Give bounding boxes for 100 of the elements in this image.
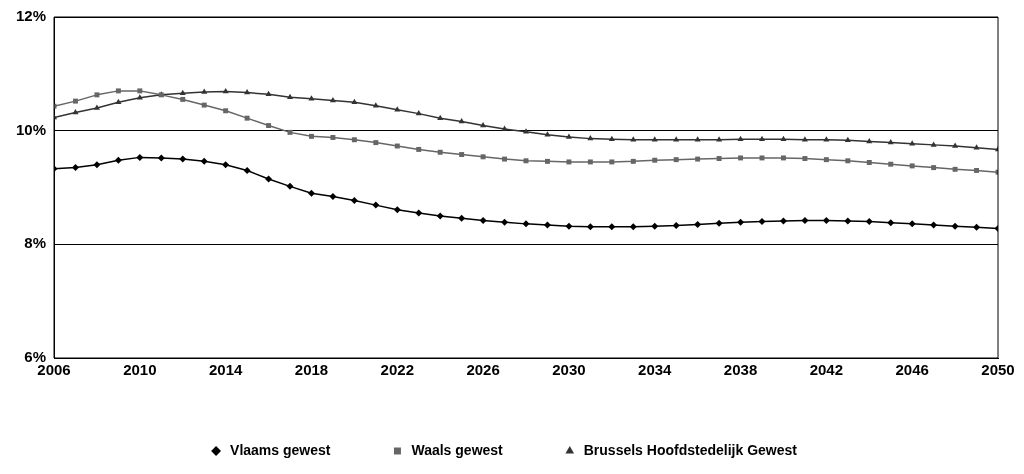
point (265, 90, 272, 97)
x-tick-label: 2022 (380, 361, 414, 379)
point (114, 156, 122, 164)
point (157, 154, 165, 162)
point (73, 98, 78, 104)
point (931, 165, 937, 171)
point (351, 98, 358, 104)
point (350, 197, 358, 205)
point (694, 136, 701, 142)
point (372, 201, 380, 209)
point (308, 95, 315, 101)
point (909, 163, 915, 169)
point (180, 96, 186, 102)
point (522, 128, 530, 134)
point (780, 135, 787, 141)
point (543, 221, 551, 229)
point (673, 136, 680, 142)
x-tick-label: 2010 (123, 361, 157, 379)
point (651, 136, 658, 142)
point (480, 154, 486, 160)
point (222, 161, 230, 169)
point (630, 158, 636, 164)
point (586, 223, 594, 231)
point (695, 156, 701, 162)
point (865, 218, 873, 226)
point (330, 135, 336, 140)
point (844, 217, 852, 225)
point (629, 223, 637, 231)
point (973, 223, 981, 231)
point (738, 155, 744, 161)
x-tick-label: 2046 (895, 361, 929, 379)
point (309, 133, 314, 139)
point (201, 102, 207, 108)
x-tick-label: 2014 (208, 361, 243, 379)
point (801, 216, 809, 224)
point (373, 140, 379, 146)
point (908, 220, 916, 228)
point (266, 123, 272, 129)
point (243, 166, 251, 174)
x-tick-label: 2034 (638, 361, 673, 379)
point (652, 157, 658, 163)
point (179, 155, 187, 163)
point (758, 135, 766, 141)
point (930, 141, 937, 147)
point (930, 221, 938, 229)
point (779, 217, 787, 225)
point (286, 182, 294, 190)
point (479, 216, 487, 224)
point (522, 220, 530, 228)
point (845, 158, 851, 164)
x-tick-label: 2018 (294, 361, 329, 379)
point (844, 136, 851, 143)
point (587, 159, 593, 165)
point (566, 159, 572, 165)
point (223, 108, 229, 114)
point (630, 136, 637, 142)
point (115, 98, 122, 104)
point (502, 156, 508, 162)
point (609, 159, 615, 165)
point (866, 137, 873, 144)
point (286, 93, 294, 99)
point (501, 218, 509, 226)
point (437, 114, 444, 120)
point (823, 157, 829, 163)
point (715, 219, 723, 227)
point (758, 218, 766, 226)
point (608, 135, 615, 141)
point (651, 222, 659, 230)
point (501, 125, 508, 131)
x-tick-label: 2042 (809, 361, 844, 379)
point (201, 88, 208, 94)
legend-label: Vlaams gewest (230, 441, 331, 458)
y-tick-label: 8% (24, 234, 47, 252)
point (179, 89, 186, 95)
point (737, 135, 744, 141)
point (737, 218, 745, 226)
point (115, 88, 121, 94)
point (351, 137, 357, 143)
x-tick-label: 2050 (981, 361, 1015, 379)
point (137, 88, 143, 94)
point (459, 152, 465, 158)
point (802, 156, 808, 161)
point (329, 193, 337, 201)
point (780, 155, 786, 161)
point (866, 160, 872, 165)
point (565, 133, 572, 139)
point (672, 222, 680, 230)
point (887, 219, 895, 227)
point (222, 87, 229, 94)
point (244, 115, 250, 121)
point (952, 166, 958, 172)
point (801, 136, 808, 142)
point (416, 146, 422, 152)
point (393, 206, 401, 214)
point (94, 92, 100, 98)
point (415, 209, 423, 217)
point (694, 220, 702, 228)
point (716, 156, 722, 161)
point (951, 222, 959, 230)
y-tick-label: 12% (15, 7, 47, 25)
